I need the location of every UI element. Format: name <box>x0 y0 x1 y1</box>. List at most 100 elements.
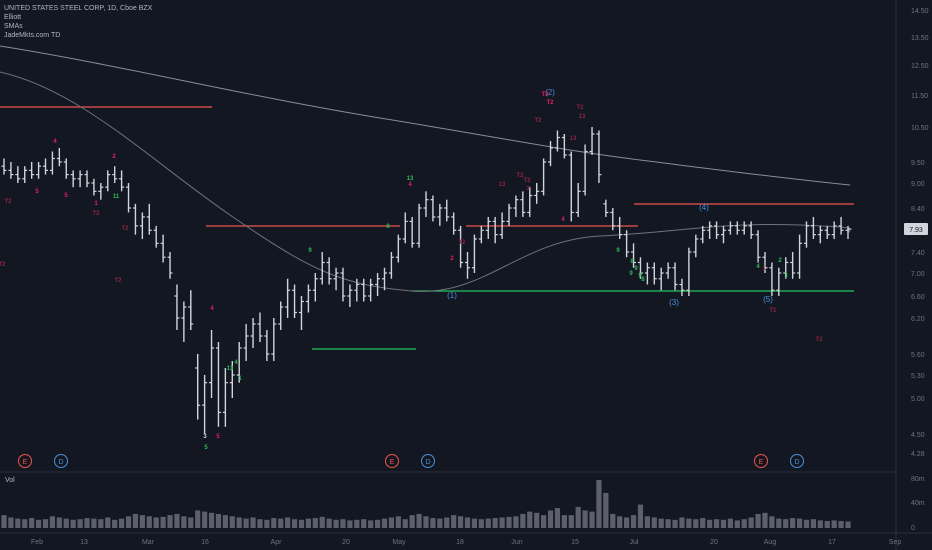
volume-bar[interactable] <box>776 518 782 528</box>
volume-bar[interactable] <box>748 517 754 528</box>
price-bar[interactable] <box>98 183 104 200</box>
price-bar[interactable] <box>520 191 526 217</box>
price-bar[interactable] <box>644 262 650 285</box>
volume-bar[interactable] <box>181 516 187 528</box>
last-price-tag[interactable]: 7.93 <box>904 223 928 235</box>
price-bar[interactable] <box>119 170 125 192</box>
price-bar[interactable] <box>810 216 816 239</box>
volume-bar[interactable] <box>783 519 789 528</box>
price-bar[interactable] <box>326 257 332 285</box>
price-bar[interactable] <box>305 284 311 313</box>
price-bar[interactable] <box>534 183 540 204</box>
price-bar[interactable] <box>112 166 118 183</box>
volume-bar[interactable] <box>312 518 318 528</box>
volume-bar[interactable] <box>693 519 699 528</box>
price-bar[interactable] <box>776 267 782 296</box>
price-bar[interactable] <box>755 230 761 263</box>
price-bar[interactable] <box>361 278 367 302</box>
volume-bar[interactable] <box>305 518 311 528</box>
price-bar[interactable] <box>243 324 249 361</box>
price-bar[interactable] <box>575 183 581 217</box>
price-bar[interactable] <box>762 252 768 273</box>
volume-bar[interactable] <box>84 518 90 528</box>
price-bar[interactable] <box>381 267 387 291</box>
volume-bar[interactable] <box>333 519 339 528</box>
price-bar[interactable] <box>748 221 754 239</box>
volume-bar[interactable] <box>22 519 28 528</box>
volume-bar[interactable] <box>720 519 727 528</box>
price-bar[interactable] <box>167 252 173 279</box>
volume-bar[interactable] <box>368 520 374 528</box>
volume-bar[interactable] <box>139 515 145 528</box>
price-bar[interactable] <box>631 243 637 268</box>
elliott-wave-label[interactable]: (3) <box>669 298 679 307</box>
volume-bar[interactable] <box>340 519 346 528</box>
price-bar[interactable] <box>658 267 664 291</box>
elliott-indicator-label[interactable]: Elliott <box>4 14 22 21</box>
volume-bar[interactable] <box>374 519 381 528</box>
volume-bar[interactable] <box>1 515 7 528</box>
volume-bar[interactable] <box>741 519 747 528</box>
price-bar[interactable] <box>22 166 28 183</box>
earnings-event-marker[interactable]: E <box>18 454 32 468</box>
price-bar[interactable] <box>264 330 270 361</box>
price-bar[interactable] <box>437 203 443 226</box>
volume-bar[interactable] <box>319 516 325 528</box>
volume-bar[interactable] <box>56 517 62 528</box>
smas-indicator-label[interactable]: SMAs <box>4 23 23 30</box>
price-bar[interactable] <box>568 151 574 222</box>
sma-short-line[interactable] <box>0 71 852 292</box>
price-bar[interactable] <box>146 203 152 235</box>
sma-long-line[interactable] <box>0 45 851 186</box>
price-bar[interactable] <box>63 158 69 179</box>
volume-bar[interactable] <box>42 519 49 528</box>
price-bar[interactable] <box>824 225 830 239</box>
volume-bar[interactable] <box>644 516 650 528</box>
volume-bar[interactable] <box>589 511 595 528</box>
volume-bar[interactable] <box>471 518 478 528</box>
price-bar[interactable] <box>222 368 228 427</box>
dividend-event-marker[interactable]: D <box>421 454 435 468</box>
price-bar[interactable] <box>838 216 844 235</box>
price-bar[interactable] <box>686 247 692 296</box>
elliott-wave-label[interactable]: (1) <box>447 291 457 300</box>
volume-bar[interactable] <box>437 518 443 528</box>
volume-bar[interactable] <box>70 519 76 528</box>
volume-bar[interactable] <box>250 517 256 528</box>
price-bar[interactable] <box>790 252 796 279</box>
price-bar[interactable] <box>36 162 42 179</box>
volume-bar[interactable] <box>457 516 464 528</box>
volume-bar[interactable] <box>492 518 498 528</box>
volume-bar[interactable] <box>15 518 21 528</box>
price-bar[interactable] <box>513 195 519 217</box>
volume-bar[interactable] <box>658 518 664 528</box>
dividend-event-marker[interactable]: D <box>790 454 804 468</box>
price-bar[interactable] <box>278 301 284 331</box>
price-bar[interactable] <box>561 134 567 159</box>
volume-bar[interactable] <box>700 518 706 528</box>
volume-bar[interactable] <box>264 519 270 528</box>
volume-bar[interactable] <box>568 515 574 528</box>
price-bar[interactable] <box>727 221 733 235</box>
volume-bar[interactable] <box>215 513 222 528</box>
volume-bar[interactable] <box>167 515 173 528</box>
price-bar[interactable] <box>610 208 616 231</box>
volume-bar[interactable] <box>541 515 547 528</box>
price-bar[interactable] <box>388 252 394 279</box>
price-bar[interactable] <box>700 225 706 244</box>
price-bar[interactable] <box>29 162 35 179</box>
volume-bar[interactable] <box>49 516 56 528</box>
price-bar[interactable] <box>617 216 623 239</box>
volume-bar[interactable] <box>430 518 436 528</box>
price-bar[interactable] <box>679 278 685 296</box>
volume-bar[interactable] <box>381 518 388 528</box>
price-bar[interactable] <box>548 141 554 167</box>
price-bar[interactable] <box>375 273 381 296</box>
price-bar[interactable] <box>319 252 325 285</box>
price-bar[interactable] <box>126 183 132 213</box>
volume-bar[interactable] <box>153 517 159 528</box>
price-bar[interactable] <box>188 290 194 330</box>
volume-bar[interactable] <box>444 517 450 528</box>
volume-bar[interactable] <box>63 518 69 528</box>
